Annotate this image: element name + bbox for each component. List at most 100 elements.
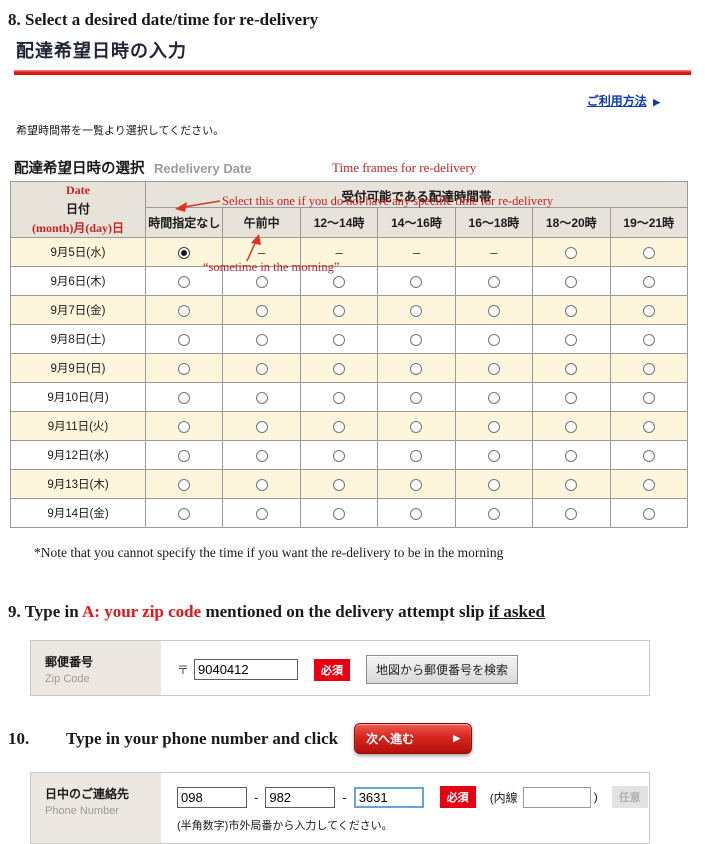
time-slot-radio[interactable] xyxy=(565,246,578,259)
time-slot-cell xyxy=(222,324,301,354)
time-slot-radio[interactable] xyxy=(642,362,655,375)
time-slot-radio-selected[interactable] xyxy=(178,246,191,259)
step9-title-mid: mentioned on the delivery attempt slip xyxy=(201,602,489,621)
time-slot-radio[interactable] xyxy=(487,333,500,346)
time-slot-radio[interactable] xyxy=(178,275,191,288)
column-header-19-21: 19〜21時 xyxy=(609,207,689,238)
time-slot-cell xyxy=(609,440,689,470)
time-slot-cell xyxy=(222,382,301,412)
time-slot-radio[interactable] xyxy=(487,275,500,288)
time-slot-radio[interactable] xyxy=(565,449,578,462)
time-slot-radio[interactable] xyxy=(333,304,346,317)
phone-content: - - 必須 (内線 ) 任意 (半角数字)市外局番から入力してください。 xyxy=(161,773,658,843)
date-header-jp: 日付 xyxy=(65,202,90,216)
time-slot-radio[interactable] xyxy=(255,449,268,462)
time-slot-radio[interactable] xyxy=(178,478,191,491)
time-slot-radio[interactable] xyxy=(487,391,500,404)
usage-link[interactable]: ご利用方法 xyxy=(586,94,647,108)
extension-input[interactable] xyxy=(522,786,591,808)
time-slot-radio[interactable] xyxy=(642,246,655,259)
time-slot-radio[interactable] xyxy=(333,362,346,375)
postal-mark-icon: 〒 xyxy=(177,663,190,677)
time-slot-radio[interactable] xyxy=(410,449,423,462)
time-slot-radio[interactable] xyxy=(642,391,655,404)
time-slot-radio[interactable] xyxy=(487,420,500,433)
time-slot-cell xyxy=(454,266,534,296)
time-slot-radio[interactable] xyxy=(410,391,423,404)
time-slot-radio[interactable] xyxy=(565,333,578,346)
time-slot-radio[interactable] xyxy=(255,333,268,346)
time-slot-radio[interactable] xyxy=(333,478,346,491)
time-slot-radio[interactable] xyxy=(333,391,346,404)
time-slot-radio[interactable] xyxy=(487,362,500,375)
time-slot-radio[interactable] xyxy=(565,420,578,433)
time-slot-radio[interactable] xyxy=(255,507,268,520)
time-slot-radio[interactable] xyxy=(410,304,423,317)
time-slot-radio[interactable] xyxy=(178,333,191,346)
time-slot-radio[interactable] xyxy=(333,333,346,346)
time-slot-radio[interactable] xyxy=(642,275,655,288)
phone-input-3[interactable] xyxy=(353,786,424,808)
time-slot-radio[interactable] xyxy=(410,333,423,346)
time-slot-cell xyxy=(222,498,301,528)
time-slot-radio[interactable] xyxy=(565,507,578,520)
phone-input-2[interactable] xyxy=(265,786,336,808)
time-slot-radio[interactable] xyxy=(255,391,268,404)
time-slot-radio[interactable] xyxy=(255,304,268,317)
time-slot-radio[interactable] xyxy=(410,478,423,491)
time-slot-radio[interactable] xyxy=(487,478,500,491)
zip-code-input[interactable] xyxy=(194,659,299,680)
time-slot-radio[interactable] xyxy=(178,391,191,404)
time-slot-radio[interactable] xyxy=(255,420,268,433)
column-header-18-20: 18〜20時 xyxy=(532,207,611,238)
phone-label-cell: 日中のご連絡先 Phone Number xyxy=(31,773,161,843)
time-slot-radio[interactable] xyxy=(255,275,268,288)
time-slot-radio[interactable] xyxy=(178,449,191,462)
time-slot-radio[interactable] xyxy=(333,507,346,520)
step9-number: 9. xyxy=(8,602,21,621)
step8-title: Select a desired date/time for re-delive… xyxy=(25,10,319,29)
step9-title-underlined: if asked xyxy=(488,602,545,621)
time-slot-radio[interactable] xyxy=(642,333,655,346)
time-slot-radio[interactable] xyxy=(178,420,191,433)
step10-title: Type in your phone number and click xyxy=(66,728,339,748)
time-slot-radio[interactable] xyxy=(642,304,655,317)
next-button[interactable]: 次へ進む ▶ xyxy=(354,723,473,754)
time-slot-radio[interactable] xyxy=(178,362,191,375)
optional-badge: 任意 xyxy=(611,786,648,808)
time-slot-radio[interactable] xyxy=(255,362,268,375)
time-slot-radio[interactable] xyxy=(410,275,423,288)
time-slot-radio[interactable] xyxy=(487,449,500,462)
time-slot-cell xyxy=(222,353,301,383)
time-slot-radio[interactable] xyxy=(487,304,500,317)
time-slot-radio[interactable] xyxy=(487,507,500,520)
time-slot-radio[interactable] xyxy=(178,507,191,520)
time-slot-cell xyxy=(454,440,534,470)
time-slot-cell xyxy=(532,295,611,325)
time-slot-radio[interactable] xyxy=(410,507,423,520)
time-slot-radio[interactable] xyxy=(178,304,191,317)
time-slot-radio[interactable] xyxy=(642,507,655,520)
time-slot-radio[interactable] xyxy=(565,275,578,288)
time-slot-radio[interactable] xyxy=(333,420,346,433)
time-slot-radio[interactable] xyxy=(565,362,578,375)
zip-map-search-button[interactable]: 地図から郵便番号を検索 xyxy=(366,655,519,684)
time-slot-radio[interactable] xyxy=(642,478,655,491)
phone-input-1[interactable] xyxy=(177,786,247,808)
time-slot-cell xyxy=(609,266,689,296)
time-slot-cell xyxy=(144,295,224,325)
time-slot-radio[interactable] xyxy=(410,362,423,375)
time-slot-radio[interactable] xyxy=(565,478,578,491)
time-slot-radio[interactable] xyxy=(642,449,655,462)
time-slot-radio[interactable] xyxy=(255,478,268,491)
time-slot-radio[interactable] xyxy=(565,391,578,404)
time-slot-radio[interactable] xyxy=(333,449,346,462)
time-slot-radio[interactable] xyxy=(642,420,655,433)
time-slot-cell xyxy=(222,295,301,325)
time-slot-cell xyxy=(299,411,379,441)
time-slot-cell xyxy=(609,237,689,267)
time-slot-radio[interactable] xyxy=(333,275,346,288)
time-slot-radio[interactable] xyxy=(410,420,423,433)
time-slot-radio[interactable] xyxy=(565,304,578,317)
time-slot-cell xyxy=(144,266,224,296)
